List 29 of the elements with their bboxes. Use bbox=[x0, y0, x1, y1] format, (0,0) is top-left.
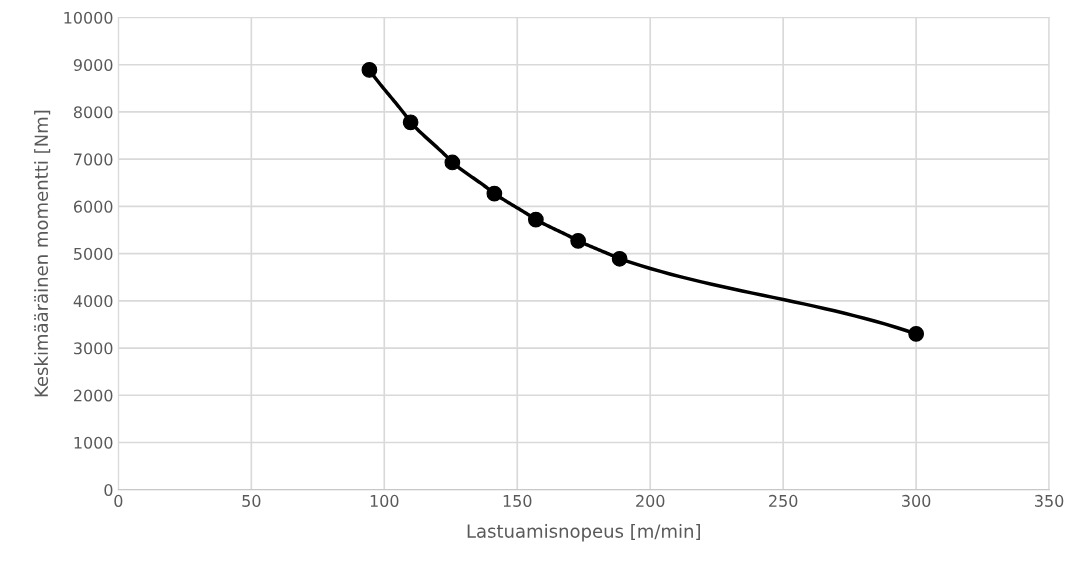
y-tick-label: 0 bbox=[104, 483, 113, 497]
point bbox=[570, 232, 587, 249]
x-axis-title: Lastuamisnopeus [m/min] bbox=[467, 523, 700, 542]
y-tick-label: 9000 bbox=[73, 58, 113, 72]
point bbox=[486, 185, 503, 202]
y-tick-label: 10000 bbox=[64, 11, 113, 24]
x-tick-label: 50 bbox=[242, 494, 261, 507]
point bbox=[444, 154, 461, 171]
y-tick-label: 5000 bbox=[74, 247, 113, 260]
x-tick-label: 150 bbox=[503, 494, 532, 507]
x-tick-label: 0 bbox=[114, 494, 123, 507]
y-tick-label: 4000 bbox=[73, 295, 113, 308]
x-tick-label: 200 bbox=[636, 494, 665, 507]
y-tick-label: 6000 bbox=[73, 200, 113, 213]
point bbox=[361, 62, 378, 78]
y-tick-label: 7000 bbox=[74, 153, 113, 166]
x-tick-label: 300 bbox=[902, 494, 931, 507]
y-tick-label: 2000 bbox=[74, 389, 113, 402]
y-tick-label: 8000 bbox=[73, 106, 113, 119]
x-tick-label: 350 bbox=[1035, 494, 1064, 507]
point bbox=[611, 250, 628, 267]
y-tick-label: 1000 bbox=[74, 436, 113, 449]
point bbox=[908, 326, 925, 342]
x-tick-label: 100 bbox=[370, 494, 399, 507]
point bbox=[527, 211, 544, 228]
y-tick-label: 3000 bbox=[74, 342, 113, 355]
point bbox=[402, 114, 419, 131]
y-axis-title: Keskimääräinen momentti [Nm] bbox=[34, 110, 51, 397]
x-tick-label: 250 bbox=[769, 494, 798, 507]
